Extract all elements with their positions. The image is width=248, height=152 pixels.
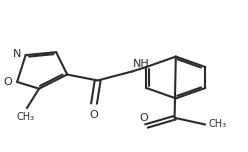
Text: CH₃: CH₃ <box>17 112 35 122</box>
Text: O: O <box>90 110 98 120</box>
Text: N: N <box>13 49 21 59</box>
Text: O: O <box>140 113 149 123</box>
Text: NH: NH <box>133 59 150 69</box>
Text: O: O <box>3 77 12 87</box>
Text: CH₃: CH₃ <box>209 119 227 129</box>
